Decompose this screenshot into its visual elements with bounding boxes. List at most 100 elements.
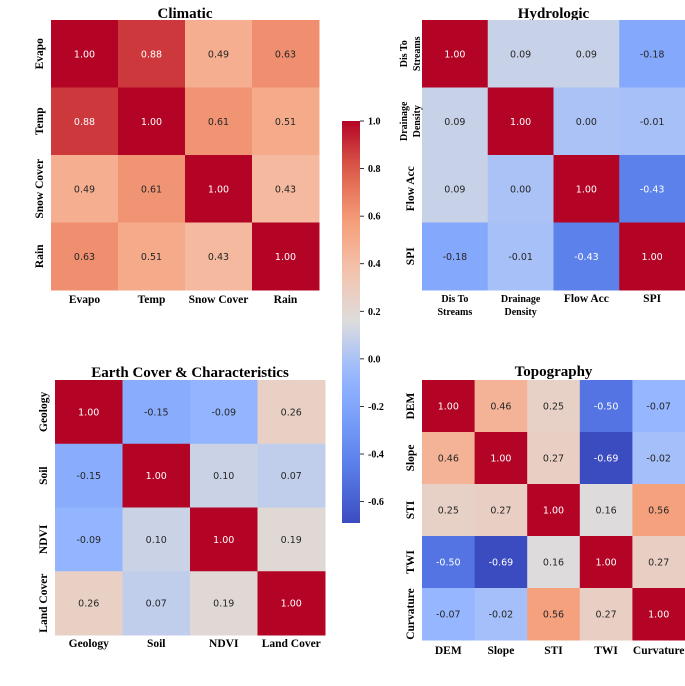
y-tick-label: STI: [405, 500, 417, 519]
cell-value-label: -0.01: [508, 252, 533, 263]
cell-value-label: 0.25: [543, 402, 564, 413]
heatmap-cell: [190, 380, 258, 445]
colorbar-tick-label: 0.0: [368, 354, 381, 365]
cell-value-label: 0.26: [78, 599, 99, 610]
cell-value-label: 1.00: [510, 117, 531, 128]
heatmap-cell: [422, 432, 476, 485]
heatmap-cell: [422, 484, 476, 537]
cell-value-label: -0.69: [594, 454, 619, 465]
heatmap-cell: [619, 155, 685, 223]
cell-value-label: 1.00: [146, 471, 167, 482]
cell-value-label: -0.18: [640, 49, 665, 60]
cell-value-label: 0.00: [576, 117, 597, 128]
heatmap-cell: [122, 380, 191, 445]
y-tick-label: SPI: [405, 247, 417, 265]
cell-value-label: -0.18: [443, 252, 468, 263]
x-tick-label: STI: [544, 645, 563, 657]
heatmap-cell: [252, 155, 320, 223]
heatmap-cell: [185, 155, 253, 223]
cell-value-label: 0.27: [543, 454, 564, 465]
heatmap-cell: [185, 20, 253, 88]
y-tick-label: NDVI: [38, 524, 50, 554]
heatmap-cell: [487, 87, 554, 156]
heatmap-cell: [487, 155, 554, 223]
cell-value-label: 0.63: [275, 49, 296, 60]
cell-value-label: 0.26: [281, 407, 302, 418]
y-tick-label: Soil: [38, 466, 50, 485]
y-tick-label: Evapo: [34, 38, 46, 70]
cell-value-label: 0.07: [281, 471, 302, 482]
heatmap-cell: [579, 432, 633, 485]
heatmap-cell: [422, 155, 489, 223]
x-tick-label: Rain: [274, 294, 298, 306]
cell-value-label: -0.09: [211, 407, 236, 418]
heatmap-cell: [190, 571, 258, 636]
x-tick-label: Slope: [487, 645, 514, 657]
cell-value-label: 1.00: [596, 558, 617, 569]
x-tick-label: Geology: [69, 638, 109, 650]
heatmap-cell: [579, 380, 633, 433]
cell-value-label: 0.09: [444, 184, 465, 195]
heatmap-panel-4: Topography 1.00 0.46 0.25 -0.50 -0.07 0.46 1.00…: [405, 364, 685, 657]
cell-value-label: 0.51: [141, 252, 162, 263]
cell-value-label: 0.43: [208, 252, 229, 263]
y-tick-label: Geology: [38, 392, 50, 432]
heatmap-cell: [474, 432, 528, 485]
heatmap-cell: [553, 87, 620, 156]
heatmap-cell: [257, 507, 326, 572]
x-tick-label: SPI: [643, 293, 661, 305]
heatmap-cell: [527, 588, 581, 641]
heatmap-cell: [487, 20, 554, 88]
cell-value-label: 0.51: [275, 117, 296, 128]
cell-value-label: -0.15: [144, 407, 169, 418]
panel-title: Hydrologic: [518, 6, 590, 22]
x-tick-label: TWI: [594, 645, 618, 657]
heatmap-cell: [619, 87, 685, 156]
colorbar-tick-label: 0.4: [368, 259, 381, 270]
heatmap-cell: [55, 443, 123, 508]
cell-value-label: 0.09: [510, 49, 531, 60]
heatmap-cell: [619, 222, 685, 291]
cell-value-label: 1.00: [78, 407, 99, 418]
cell-value-label: 1.00: [642, 252, 663, 263]
y-tick-label: Snow Cover: [34, 159, 46, 219]
cell-value-label: 0.10: [146, 535, 167, 546]
heatmap-cell: [619, 20, 685, 88]
cell-value-label: 0.27: [596, 610, 617, 621]
cell-value-label: 0.49: [74, 184, 95, 195]
colorbar-tick-label: -0.2: [368, 402, 384, 413]
cell-value-label: 1.00: [141, 117, 162, 128]
colorbar-tick-label: 0.2: [368, 307, 381, 318]
heatmap-cell: [474, 484, 528, 537]
heatmap-cell: [527, 432, 581, 485]
cell-value-label: -0.09: [76, 535, 101, 546]
heatmap-panel-1: Climatic 1.00 0.88 0.49 0.63 0.88 1.00 0.61 0.51…: [34, 6, 320, 306]
y-tick-label: Flow Acc: [405, 166, 417, 211]
cell-value-label: 0.09: [576, 49, 597, 60]
colorbar-tick-label: 1.0: [368, 117, 381, 128]
heatmap-cell: [55, 571, 123, 636]
y-tick-label: Rain: [34, 244, 46, 268]
cell-value-label: -0.43: [574, 252, 599, 263]
x-tick-label: Evapo: [69, 294, 101, 306]
heatmap-cell: [422, 222, 489, 291]
cell-value-label: 0.19: [281, 535, 302, 546]
heatmap-cell: [51, 20, 119, 88]
x-tick-label: DEM: [435, 645, 462, 657]
cell-value-label: 0.16: [596, 506, 617, 517]
cell-value-label: 1.00: [444, 49, 465, 60]
cell-value-label: 0.88: [141, 49, 162, 60]
cell-value-label: 1.00: [208, 184, 229, 195]
heatmap-cell: [632, 588, 685, 641]
panel-title: Earth Cover & Characteristics: [91, 365, 289, 381]
x-tick-label: Drainage Density: [501, 294, 541, 318]
heatmap-cell: [422, 20, 489, 88]
x-tick-label: Land Cover: [262, 638, 321, 650]
heatmap-cell: [252, 87, 320, 156]
heatmap-cell: [118, 155, 186, 223]
heatmap-cell: [55, 507, 123, 572]
y-tick-label: TWI: [405, 550, 417, 574]
cell-value-label: 0.49: [208, 49, 229, 60]
cell-value-label: 0.16: [543, 558, 564, 569]
